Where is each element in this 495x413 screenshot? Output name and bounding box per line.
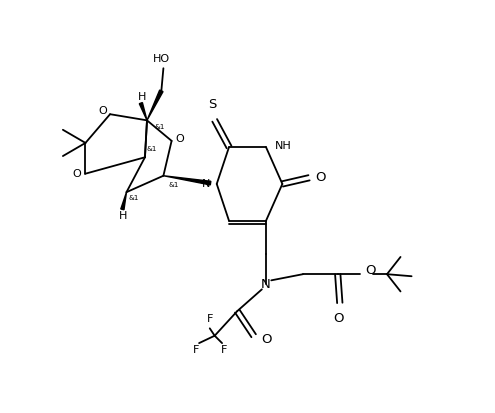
Text: O: O [334,312,344,325]
Text: H: H [138,92,146,102]
Text: F: F [206,314,213,324]
Polygon shape [147,90,163,120]
Text: O: O [365,264,376,278]
Text: F: F [193,345,199,355]
Text: S: S [208,98,217,112]
Polygon shape [121,192,127,210]
Text: H: H [119,211,127,221]
Text: HO: HO [153,54,170,64]
Polygon shape [139,102,147,120]
Text: &1: &1 [129,195,139,201]
Text: N: N [260,278,270,291]
Text: F: F [220,345,227,355]
Text: N: N [202,179,210,189]
Text: O: O [175,134,184,144]
Text: NH: NH [275,141,292,151]
Text: O: O [315,171,325,184]
Text: &1: &1 [147,146,157,152]
Polygon shape [163,176,211,185]
Text: O: O [72,169,81,179]
Text: O: O [99,106,107,116]
Text: &1: &1 [168,182,179,188]
Text: O: O [261,333,272,347]
Text: &1: &1 [154,123,165,130]
